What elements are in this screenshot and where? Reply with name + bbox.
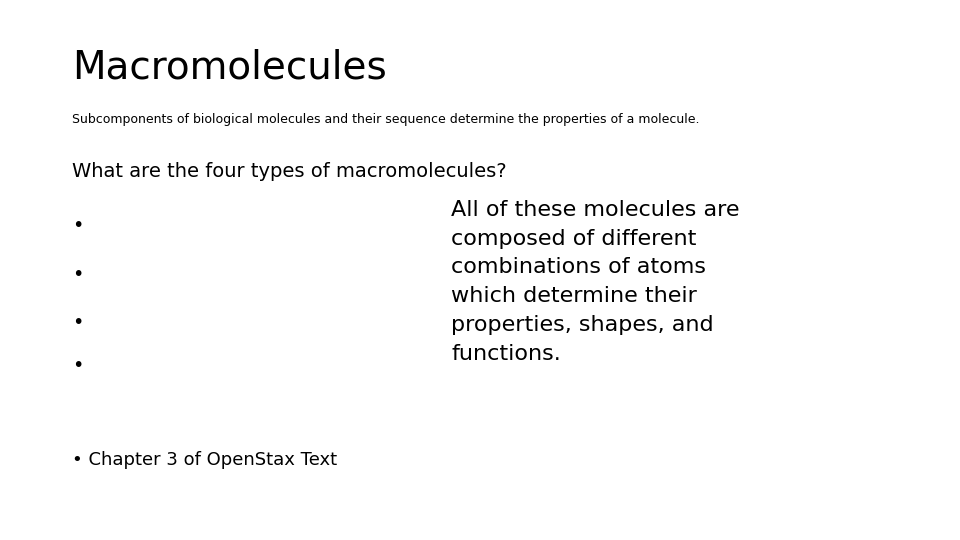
Text: •: • <box>72 265 84 284</box>
Text: Macromolecules: Macromolecules <box>72 49 387 86</box>
Text: All of these molecules are
composed of different
combinations of atoms
which det: All of these molecules are composed of d… <box>451 200 740 364</box>
Text: Subcomponents of biological molecules and their sequence determine the propertie: Subcomponents of biological molecules an… <box>72 113 700 126</box>
Text: •: • <box>72 313 84 332</box>
Text: •: • <box>72 356 84 375</box>
Text: •: • <box>72 216 84 235</box>
Text: • Chapter 3 of OpenStax Text: • Chapter 3 of OpenStax Text <box>72 451 337 469</box>
Text: What are the four types of macromolecules?: What are the four types of macromolecule… <box>72 162 507 181</box>
